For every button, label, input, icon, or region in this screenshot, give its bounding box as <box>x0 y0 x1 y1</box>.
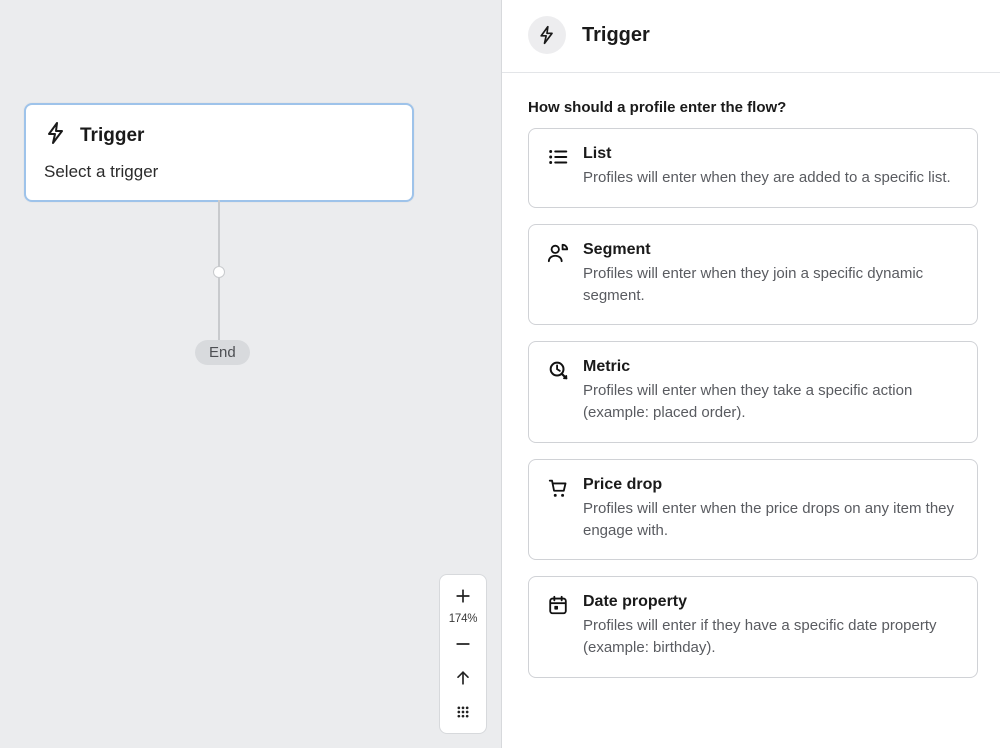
bolt-icon <box>44 121 68 150</box>
flow-canvas[interactable]: Trigger Select a trigger End 174% <box>0 0 502 748</box>
metric-icon <box>547 358 569 424</box>
trigger-option-list[interactable]: List Profiles will enter when they are ad… <box>528 128 978 208</box>
zoom-reset-button[interactable] <box>440 661 486 695</box>
trigger-option-title: List <box>583 145 959 163</box>
price-drop-icon <box>547 476 569 542</box>
trigger-option-title: Segment <box>583 241 959 259</box>
bolt-icon <box>528 16 566 54</box>
trigger-option-title: Date property <box>583 593 959 611</box>
app-root: Trigger Select a trigger End 174% <box>0 0 1000 748</box>
trigger-node-card[interactable]: Trigger Select a trigger <box>24 103 414 202</box>
segment-icon <box>547 241 569 307</box>
trigger-option-text: Price drop Profiles will enter when the p… <box>583 476 959 542</box>
trigger-option-title: Price drop <box>583 476 959 494</box>
zoom-level-label: 174% <box>449 613 478 627</box>
trigger-option-text: Date property Profiles will enter if they… <box>583 593 959 659</box>
panel-title: Trigger <box>582 24 650 47</box>
trigger-option-date[interactable]: Date property Profiles will enter if they… <box>528 576 978 678</box>
trigger-option-title: Metric <box>583 358 959 376</box>
flow-end-node: End <box>195 340 250 365</box>
panel-prompt: How should a profile enter the flow? <box>528 99 978 116</box>
trigger-options-list: List Profiles will enter when they are ad… <box>528 128 978 678</box>
list-icon <box>547 145 569 189</box>
trigger-node-subtitle: Select a trigger <box>44 162 394 182</box>
trigger-option-text: Metric Profiles will enter when they take… <box>583 358 959 424</box>
trigger-option-description: Profiles will enter when they are added … <box>583 167 959 189</box>
canvas-overview-button[interactable] <box>440 695 486 729</box>
trigger-config-panel: Trigger How should a profile enter the f… <box>502 0 1000 748</box>
trigger-option-description: Profiles will enter if they have a speci… <box>583 615 959 659</box>
trigger-option-price-drop[interactable]: Price drop Profiles will enter when the p… <box>528 459 978 561</box>
flow-connector-add-handle[interactable] <box>213 266 225 278</box>
trigger-node-title: Trigger <box>80 125 144 147</box>
trigger-option-description: Profiles will enter when they join a spe… <box>583 263 959 307</box>
trigger-option-segment[interactable]: Segment Profiles will enter when they joi… <box>528 224 978 326</box>
trigger-option-text: List Profiles will enter when they are ad… <box>583 145 959 189</box>
zoom-toolbar: 174% <box>439 574 487 734</box>
trigger-option-text: Segment Profiles will enter when they joi… <box>583 241 959 307</box>
trigger-option-metric[interactable]: Metric Profiles will enter when they take… <box>528 341 978 443</box>
trigger-option-description: Profiles will enter when the price drops… <box>583 498 959 542</box>
trigger-node-header: Trigger <box>44 121 394 150</box>
panel-body: How should a profile enter the flow? Lis… <box>502 73 1000 694</box>
zoom-in-button[interactable] <box>440 579 486 613</box>
zoom-out-button[interactable] <box>440 627 486 661</box>
trigger-option-description: Profiles will enter when they take a spe… <box>583 380 959 424</box>
date-icon <box>547 593 569 659</box>
panel-header: Trigger <box>502 0 1000 73</box>
